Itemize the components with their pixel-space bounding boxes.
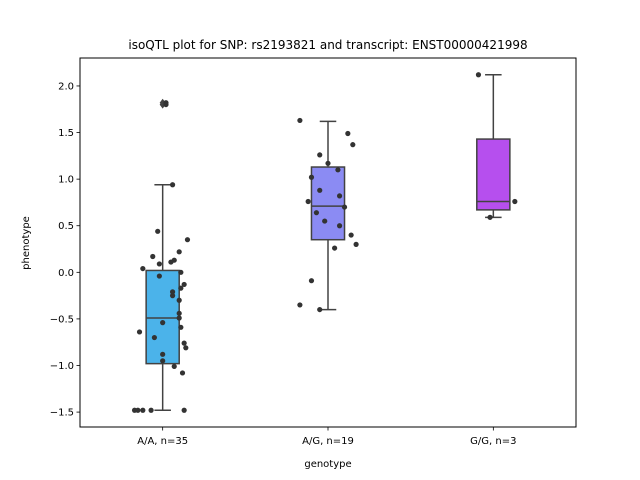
data-point <box>179 370 186 376</box>
box <box>476 138 511 211</box>
box-group <box>475 72 518 220</box>
data-point <box>136 329 143 335</box>
data-point <box>181 281 187 288</box>
x-tick-label: G/G, n=3 <box>470 436 516 447</box>
x-axis: A/A, n=35 A/G, n=19 G/G, n=3 <box>137 427 516 447</box>
y-tick-label: −1.0 <box>50 361 74 372</box>
data-point <box>151 334 157 341</box>
data-point <box>171 363 177 370</box>
y-axis: −1.5 −1.0 −0.5 0.0 0.5 1.0 1.5 2.0 <box>50 81 80 419</box>
data-point <box>178 285 184 291</box>
data-point <box>308 174 315 180</box>
data-point <box>169 289 176 295</box>
data-point <box>308 278 315 284</box>
data-point <box>156 261 162 267</box>
data-point <box>140 407 146 413</box>
data-point <box>332 245 338 251</box>
box-group <box>131 98 191 413</box>
data-point <box>181 340 187 346</box>
data-point <box>345 130 351 137</box>
data-point <box>140 265 146 272</box>
data-point <box>171 257 177 263</box>
data-point <box>178 269 184 275</box>
y-tick-label: 2.0 <box>58 81 74 92</box>
data-point <box>169 293 176 299</box>
y-tick-label: 0.0 <box>58 268 74 279</box>
data-point <box>169 182 176 188</box>
data-point <box>336 223 343 229</box>
data-point <box>313 210 320 216</box>
y-tick-label: −1.5 <box>50 408 74 419</box>
x-axis-label: genotype <box>304 459 351 470</box>
data-point <box>317 187 323 193</box>
y-tick-label: 1.5 <box>58 128 74 139</box>
box <box>310 166 346 241</box>
plot-area <box>131 72 518 413</box>
box <box>145 269 180 365</box>
y-tick-label: 1.0 <box>58 175 74 186</box>
data-point <box>322 218 328 224</box>
data-point <box>348 232 354 238</box>
data-point <box>336 193 343 199</box>
data-point <box>487 214 493 220</box>
data-point <box>160 320 166 326</box>
x-tick-label: A/G, n=19 <box>302 436 354 447</box>
data-point <box>184 237 191 243</box>
data-point <box>341 204 348 210</box>
data-point <box>148 407 154 413</box>
data-point <box>176 249 182 255</box>
data-point <box>350 142 356 148</box>
data-point <box>335 167 341 173</box>
data-point <box>305 198 311 205</box>
y-axis-label: phenotype <box>21 216 32 270</box>
data-point <box>317 152 323 158</box>
data-point <box>176 315 182 321</box>
data-point <box>297 302 303 308</box>
data-point <box>160 358 166 364</box>
x-tick-label: A/A, n=35 <box>137 436 188 447</box>
y-tick-label: 0.5 <box>58 221 74 232</box>
data-point <box>155 228 161 234</box>
data-point <box>163 101 169 108</box>
data-point <box>297 117 303 124</box>
data-point <box>135 407 141 413</box>
box-group <box>297 117 359 313</box>
data-point <box>156 273 162 279</box>
data-point <box>150 253 156 260</box>
data-point <box>178 324 184 330</box>
data-point <box>317 306 323 313</box>
data-point <box>176 310 182 316</box>
chart-title: isoQTL plot for SNP: rs2193821 and trans… <box>128 38 527 52</box>
data-point <box>325 160 331 166</box>
data-point <box>183 345 189 351</box>
y-tick-label: −0.5 <box>50 314 74 325</box>
data-point <box>512 198 518 205</box>
data-point <box>160 351 166 357</box>
data-point <box>176 297 182 303</box>
data-point <box>181 407 187 413</box>
data-point <box>353 241 359 247</box>
data-point <box>475 72 482 78</box>
